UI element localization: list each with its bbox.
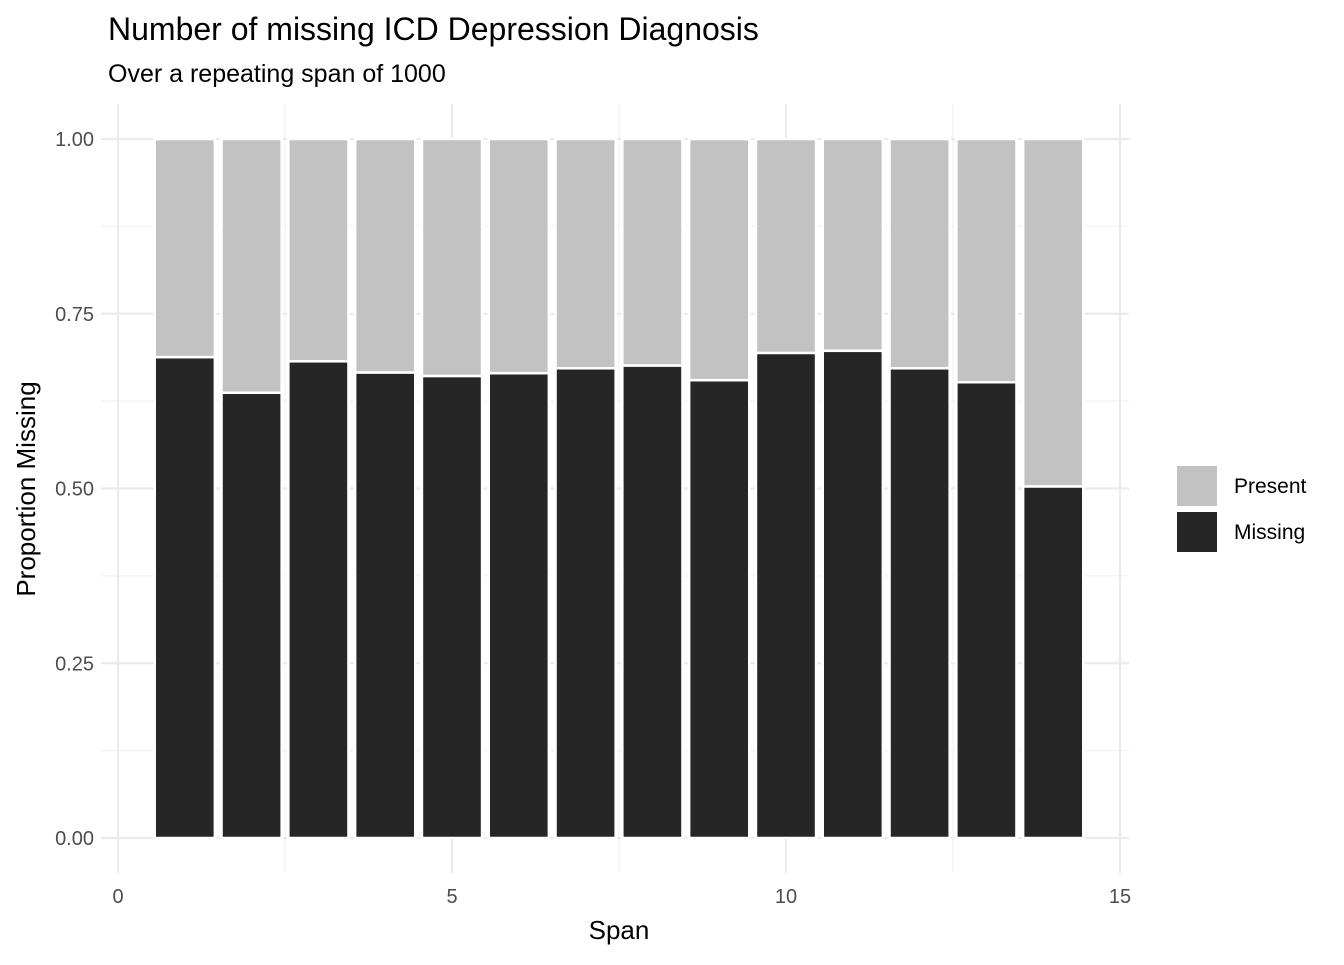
bar-missing-12: [888, 367, 951, 840]
y-tick-label: 1.00: [55, 129, 94, 151]
bar-present-7: [554, 137, 617, 370]
x-tick-label: 5: [446, 886, 457, 908]
bar-present-11: [821, 137, 885, 353]
legend-item-missing: Missing: [1177, 512, 1305, 552]
chart-subtitle: Over a repeating span of 1000: [108, 60, 446, 88]
bar-missing-7: [554, 367, 617, 840]
bar-present-2: [220, 137, 283, 394]
bar-missing-3: [287, 360, 350, 840]
y-tick-label: 0.50: [55, 479, 94, 501]
y-tick-label: 0.00: [55, 828, 94, 850]
bar-missing-6: [487, 371, 551, 840]
bar-missing-13: [955, 381, 1018, 840]
bar-present-12: [888, 137, 951, 370]
bar-missing-14: [1021, 485, 1085, 840]
y-tick-label: 0.75: [55, 304, 94, 326]
bar-missing-9: [687, 378, 751, 840]
legend-label-present: Present: [1234, 475, 1307, 498]
bar-present-8: [621, 137, 684, 367]
x-tick-label: 0: [112, 886, 123, 908]
bar-missing-11: [821, 349, 885, 840]
x-axis-ticks: 0 5 10 15: [112, 886, 1131, 908]
bar-present-13: [955, 137, 1018, 384]
bar-present-9: [687, 137, 751, 382]
bar-present-14: [1021, 137, 1085, 488]
x-tick-label: 10: [775, 886, 797, 908]
y-tick-label: 0.25: [55, 653, 94, 675]
x-tick-label: 15: [1109, 886, 1131, 908]
bar-present-5: [420, 137, 484, 378]
bar-present-10: [754, 137, 818, 355]
bar-missing-2: [220, 391, 283, 840]
bars: [153, 137, 1085, 840]
y-axis-ticks: 0.00 0.25 0.50 0.75 1.00: [55, 129, 94, 850]
legend-key-present: [1177, 466, 1217, 506]
legend-item-present: Present: [1177, 466, 1307, 506]
bar-missing-10: [754, 351, 818, 840]
bar-missing-1: [153, 355, 217, 840]
bar-present-1: [153, 137, 217, 359]
bar-present-6: [487, 137, 551, 375]
bar-present-4: [353, 137, 417, 374]
bar-missing-8: [621, 364, 684, 840]
legend: Present Missing: [1177, 466, 1307, 552]
y-axis-title: Proportion Missing: [11, 381, 41, 596]
chart-title: Number of missing ICD Depression Diagnos…: [108, 11, 759, 47]
bar-present-3: [287, 137, 350, 363]
bar-missing-4: [353, 371, 417, 840]
bar-missing-5: [420, 374, 484, 840]
legend-label-missing: Missing: [1234, 521, 1305, 544]
legend-key-missing: [1177, 512, 1217, 552]
x-axis-title: Span: [589, 915, 650, 945]
